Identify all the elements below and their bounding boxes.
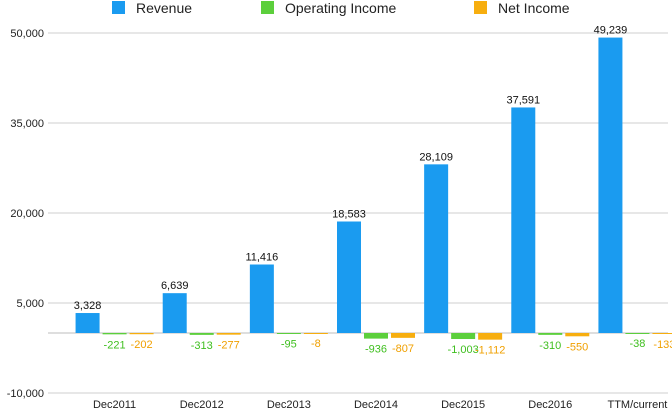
bar: [424, 164, 449, 333]
data-label: -38: [629, 338, 645, 350]
bar: [565, 333, 590, 337]
data-label: 3,328: [74, 300, 102, 312]
x-tick-label: Dec2015: [441, 399, 485, 409]
x-tick-label: TTM/current: [607, 399, 667, 409]
bars: [75, 37, 672, 340]
data-label: -550: [566, 341, 588, 353]
y-tick-label: 50,000: [10, 28, 44, 40]
data-label: -221: [104, 339, 126, 351]
data-label: -8: [311, 338, 321, 350]
bar: [391, 333, 415, 338]
data-label: 37,591: [506, 94, 540, 106]
bar: [303, 333, 328, 334]
bar: [162, 293, 187, 333]
bar: [102, 333, 127, 335]
bar: [625, 333, 650, 334]
bar: [478, 333, 503, 340]
bar: [511, 107, 536, 333]
bar: [75, 313, 100, 333]
x-tick-label: Dec2013: [267, 399, 311, 409]
data-label: 18,583: [332, 209, 366, 221]
legend-label: Operating Income: [285, 0, 396, 16]
bar: [216, 333, 241, 335]
data-labels: 3,328 -221 -202 6,639 -313 -277 11,416 -95 -8 18,…: [74, 25, 672, 357]
x-axis: Dec2011 Dec2012 Dec2013 Dec2014 Dec2015 Dec20…: [93, 399, 667, 409]
x-tick-label: Dec2014: [354, 399, 398, 409]
legend: Revenue Operating Income Net Income: [112, 0, 570, 16]
data-label: 11,416: [245, 252, 278, 264]
legend-swatch: [261, 1, 274, 14]
legend-label: Revenue: [136, 0, 192, 16]
data-label: -202: [131, 339, 153, 351]
x-tick-label: Dec2011: [93, 399, 136, 409]
data-label: -133: [653, 339, 672, 351]
data-label: -1,003: [448, 344, 479, 356]
data-label: -310: [539, 340, 561, 352]
y-tick-label: 20,000: [10, 208, 44, 220]
legend-label: Net Income: [498, 0, 570, 16]
y-tick-label: -10,000: [7, 388, 44, 400]
legend-swatch: [474, 1, 487, 14]
data-label: -936: [365, 344, 387, 356]
bar: [129, 333, 154, 335]
data-label: -277: [218, 340, 240, 352]
bar: [598, 37, 623, 333]
x-tick-label: Dec2012: [180, 399, 224, 409]
bar: [189, 333, 214, 335]
y-tick-label: 35,000: [10, 118, 44, 130]
bar: [451, 333, 476, 340]
bar: [652, 333, 672, 334]
data-label: 6,639: [161, 280, 189, 292]
y-axis: 50,000 35,000 20,000 5,000 -10,000: [7, 28, 44, 400]
data-label: -1,112: [475, 345, 505, 357]
bar: [337, 221, 361, 333]
bar: [249, 264, 274, 333]
bar: [538, 333, 563, 335]
data-label: -95: [281, 339, 297, 351]
data-label: 28,109: [419, 151, 453, 163]
x-tick-label: Dec2016: [528, 399, 572, 409]
bar: [276, 333, 301, 334]
data-label: -313: [191, 340, 213, 352]
y-tick-label: 5,000: [16, 298, 44, 310]
bar: [364, 333, 388, 339]
legend-swatch: [112, 1, 125, 14]
data-label: 49,239: [594, 25, 628, 37]
data-label: -807: [392, 343, 414, 355]
